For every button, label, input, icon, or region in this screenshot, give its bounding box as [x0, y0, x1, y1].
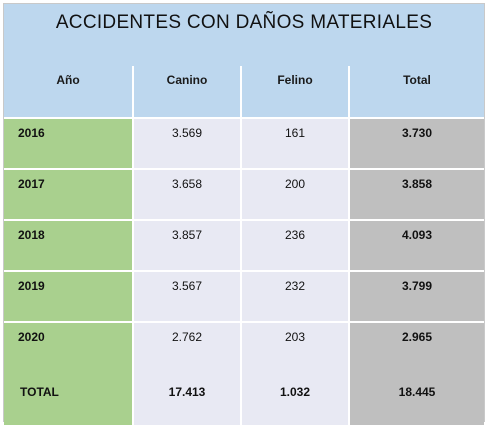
felino-cell: 161 [240, 117, 349, 169]
summary-total: 18.445 [348, 373, 484, 425]
year-cell: 2020 [4, 321, 133, 373]
summary-row: TOTAL 17.413 1.032 18.445 [4, 373, 484, 425]
canino-cell: 3.857 [132, 219, 241, 271]
header-year: Año [4, 66, 133, 118]
canino-cell: 3.569 [132, 117, 241, 169]
header-canino: Canino [132, 66, 241, 118]
total-cell: 3.799 [348, 270, 484, 322]
canino-cell: 3.567 [132, 270, 241, 322]
header-row: Año Canino Felino Total [4, 66, 484, 118]
total-cell: 4.093 [348, 219, 484, 271]
table-row: 2020 2.762 203 2.965 [4, 321, 484, 373]
summary-felino: 1.032 [240, 373, 349, 425]
summary-label: TOTAL [4, 373, 133, 425]
year-cell: 2016 [4, 117, 133, 169]
table-row: 2016 3.569 161 3.730 [4, 117, 484, 169]
canino-cell: 2.762 [132, 321, 241, 373]
year-cell: 2019 [4, 270, 133, 322]
canino-cell: 3.658 [132, 168, 241, 220]
year-cell: 2018 [4, 219, 133, 271]
header-total: Total [348, 66, 484, 118]
felino-cell: 200 [240, 168, 349, 220]
table-row: 2019 3.567 232 3.799 [4, 270, 484, 322]
table-row: 2018 3.857 236 4.093 [4, 219, 484, 271]
header-felino: Felino [240, 66, 349, 118]
accidents-table-frame: ACCIDENTES CON DAÑOS MATERIALES Año Cani… [3, 3, 485, 425]
felino-cell: 232 [240, 270, 349, 322]
table-title: ACCIDENTES CON DAÑOS MATERIALES [4, 4, 484, 66]
total-cell: 2.965 [348, 321, 484, 373]
accidents-table: Año Canino Felino Total 2016 3.569 161 3… [4, 66, 484, 425]
felino-cell: 236 [240, 219, 349, 271]
total-cell: 3.858 [348, 168, 484, 220]
year-cell: 2017 [4, 168, 133, 220]
felino-cell: 203 [240, 321, 349, 373]
summary-canino: 17.413 [132, 373, 241, 425]
total-cell: 3.730 [348, 117, 484, 169]
table-row: 2017 3.658 200 3.858 [4, 168, 484, 220]
